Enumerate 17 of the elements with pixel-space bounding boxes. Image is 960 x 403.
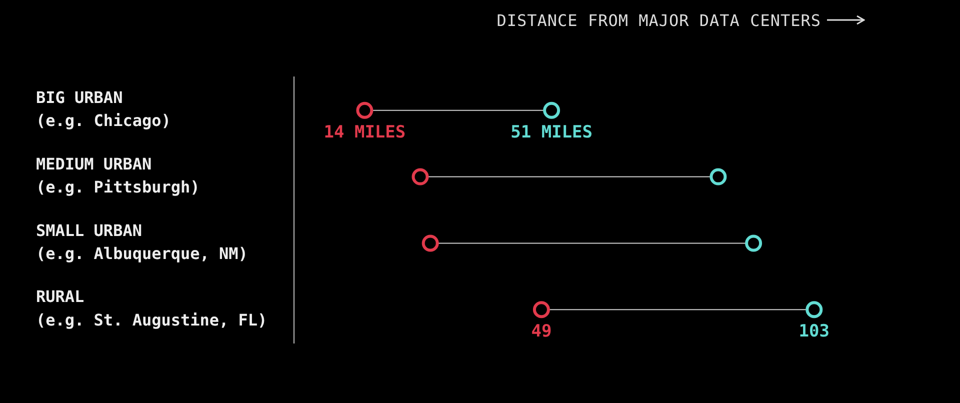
point	[532, 301, 550, 318]
y-tick-label: MEDIUM URBAN (e.g. Pittsburgh)	[36, 154, 200, 197]
point	[806, 301, 823, 318]
data-label: 51 MILES	[510, 122, 592, 142]
point	[422, 234, 439, 252]
x-axis-title: DISTANCE FROM MAJOR DATA CENTERS	[496, 10, 821, 30]
point	[745, 234, 762, 252]
y-tick-label: BIG URBAN (e.g. Chicago)	[36, 88, 171, 130]
data-label: 103	[798, 322, 830, 342]
point	[412, 168, 429, 186]
y-tick-label: SMALL URBAN (e.g. Albuquerque, NM)	[36, 220, 248, 263]
data-label: 49	[531, 322, 552, 342]
point	[356, 102, 374, 119]
point	[710, 168, 727, 186]
data-label: 14 MILES	[324, 122, 406, 142]
point	[543, 102, 560, 119]
y-tick-label: RURAL (e.g. St. Augustine, FL)	[36, 287, 268, 330]
